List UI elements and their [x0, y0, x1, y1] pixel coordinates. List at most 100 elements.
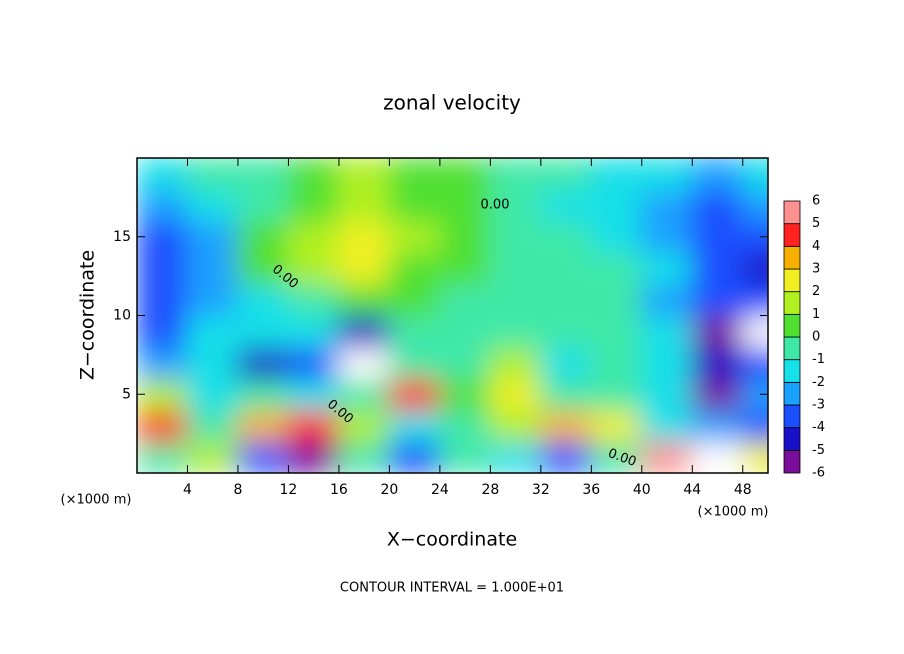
cell	[236, 251, 290, 285]
cell	[186, 188, 239, 222]
cell	[186, 283, 239, 317]
cell	[590, 188, 643, 222]
cell	[640, 188, 694, 222]
cell	[388, 188, 441, 222]
cell	[590, 220, 643, 254]
cell	[741, 409, 768, 443]
cell	[691, 283, 744, 317]
cell	[539, 283, 593, 317]
cell	[236, 283, 290, 317]
cell	[489, 377, 542, 411]
cell	[741, 346, 768, 380]
field	[137, 158, 768, 473]
cell	[691, 409, 744, 443]
cell	[137, 220, 189, 254]
cell	[337, 283, 391, 317]
cell	[186, 346, 239, 380]
cell	[640, 314, 694, 348]
x-tick-label: 32	[532, 482, 550, 498]
cell	[640, 409, 694, 443]
cell	[691, 314, 744, 348]
cell	[489, 314, 542, 348]
cell	[236, 440, 290, 473]
cell	[236, 220, 290, 254]
cell	[186, 377, 239, 411]
colorbar-label: 5	[812, 216, 820, 231]
colorbar-label: 0	[812, 330, 820, 345]
contour-label: 0.00	[481, 198, 510, 213]
cell	[640, 377, 694, 411]
colorbar-swatch	[783, 359, 801, 383]
chart-title: zonal velocity	[383, 91, 521, 115]
cell	[186, 158, 239, 191]
cell	[539, 188, 593, 222]
cell	[438, 377, 492, 411]
cell	[337, 409, 391, 443]
cell	[691, 158, 744, 191]
x-tick-label: 16	[330, 482, 348, 498]
colorbar-label: -5	[812, 443, 825, 458]
colorbar-swatch	[783, 245, 801, 270]
x-tick-label: 36	[582, 482, 600, 498]
cell	[186, 409, 239, 443]
cell	[438, 314, 492, 348]
cell	[640, 251, 694, 285]
x-unit-label: (×1000 m)	[61, 493, 132, 508]
cell	[287, 346, 340, 380]
cell	[388, 346, 441, 380]
cell	[438, 346, 492, 380]
cell	[741, 251, 768, 285]
x-tick-label: 24	[431, 482, 449, 498]
cell	[137, 283, 189, 317]
cell	[691, 440, 744, 473]
cell	[236, 188, 290, 222]
x-axis-label: X−coordinate	[387, 529, 517, 551]
cell	[741, 188, 768, 222]
colorbar-swatch	[783, 404, 801, 429]
colorbar-label: 1	[812, 307, 820, 322]
cell	[590, 346, 643, 380]
colorbar-swatch	[783, 449, 801, 474]
cell	[186, 314, 239, 348]
cell	[137, 377, 189, 411]
y-tick-label: 15	[113, 229, 131, 245]
cell	[489, 283, 542, 317]
colorbar-label: 2	[812, 284, 820, 299]
cell	[137, 346, 189, 380]
cell	[539, 220, 593, 254]
cell	[640, 346, 694, 380]
colorbar-swatch	[783, 268, 801, 293]
y-axis-label: Z−coordinate	[77, 250, 99, 380]
colorbar-swatch	[783, 336, 801, 361]
cell	[137, 188, 189, 222]
cell	[438, 158, 492, 191]
colorbar-label: 6	[812, 194, 820, 209]
cell	[137, 158, 189, 191]
x-tick-label: 8	[233, 482, 242, 498]
cell	[137, 251, 189, 285]
cell	[137, 314, 189, 348]
cell	[489, 440, 542, 473]
cell	[640, 220, 694, 254]
cell	[287, 188, 340, 222]
y-tick-label: 5	[122, 386, 131, 402]
cell	[388, 158, 441, 191]
cell	[741, 158, 768, 191]
cell	[186, 251, 239, 285]
cell	[287, 314, 340, 348]
x-tick-label: 20	[380, 482, 398, 498]
cell	[438, 220, 492, 254]
cell	[236, 158, 290, 191]
colorbar-label: 4	[812, 239, 820, 254]
cell	[287, 158, 340, 191]
cell	[287, 251, 340, 285]
cell	[691, 188, 744, 222]
cell	[287, 440, 340, 473]
cell	[186, 440, 239, 473]
cell	[741, 440, 768, 473]
x-unit-label: (×1000 m)	[698, 505, 769, 520]
cell	[287, 409, 340, 443]
cell	[388, 283, 441, 317]
cell	[438, 409, 492, 443]
cell	[337, 188, 391, 222]
